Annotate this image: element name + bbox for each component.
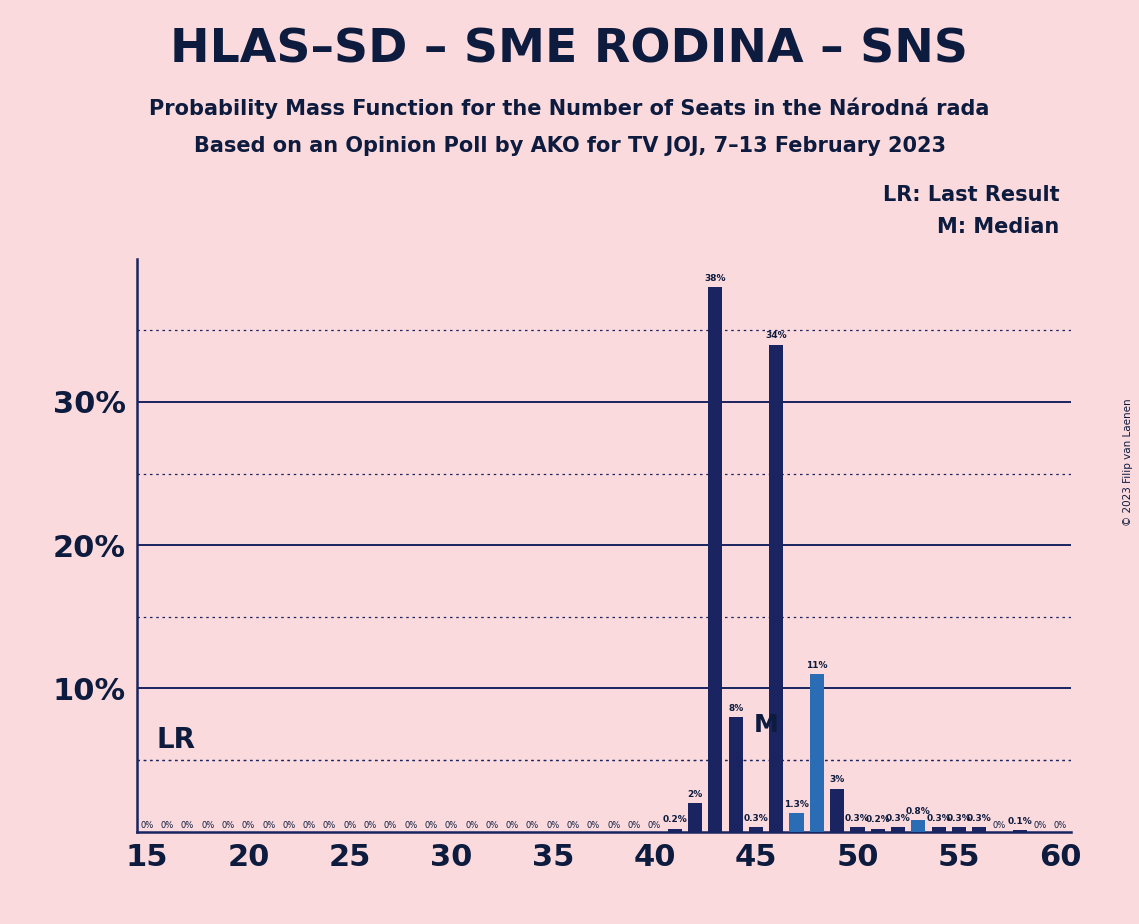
- Bar: [932, 827, 945, 832]
- Text: 0%: 0%: [343, 821, 357, 830]
- Bar: [1013, 830, 1027, 832]
- Text: 3%: 3%: [829, 775, 845, 784]
- Bar: [769, 345, 784, 832]
- Text: 0%: 0%: [140, 821, 154, 830]
- Text: LR: LR: [157, 726, 196, 754]
- Text: 0.2%: 0.2%: [866, 816, 891, 824]
- Text: 0%: 0%: [161, 821, 174, 830]
- Text: 0%: 0%: [465, 821, 478, 830]
- Bar: [667, 829, 682, 832]
- Bar: [729, 717, 743, 832]
- Text: 0.3%: 0.3%: [886, 814, 910, 823]
- Text: 38%: 38%: [705, 274, 726, 283]
- Bar: [911, 821, 926, 832]
- Text: 2%: 2%: [688, 790, 703, 798]
- Text: 0%: 0%: [526, 821, 539, 830]
- Text: 0.3%: 0.3%: [744, 814, 769, 823]
- Text: 0%: 0%: [607, 821, 621, 830]
- Text: LR: Last Result: LR: Last Result: [883, 185, 1059, 205]
- Text: Probability Mass Function for the Number of Seats in the Národná rada: Probability Mass Function for the Number…: [149, 97, 990, 118]
- Text: 11%: 11%: [806, 661, 828, 670]
- Bar: [789, 813, 804, 832]
- Text: 0%: 0%: [506, 821, 519, 830]
- Text: 0%: 0%: [587, 821, 600, 830]
- Text: 0%: 0%: [181, 821, 194, 830]
- Bar: [891, 827, 906, 832]
- Bar: [851, 827, 865, 832]
- Text: 0%: 0%: [262, 821, 276, 830]
- Text: 0%: 0%: [221, 821, 235, 830]
- Text: 0%: 0%: [993, 821, 1006, 830]
- Text: 0%: 0%: [628, 821, 641, 830]
- Text: 0%: 0%: [404, 821, 417, 830]
- Text: 0.3%: 0.3%: [947, 814, 972, 823]
- Text: 0%: 0%: [1054, 821, 1067, 830]
- Text: M: Median: M: Median: [937, 217, 1059, 237]
- Text: 0.3%: 0.3%: [926, 814, 951, 823]
- Bar: [810, 675, 823, 832]
- Text: 0.3%: 0.3%: [845, 814, 870, 823]
- Text: 1.3%: 1.3%: [784, 799, 809, 808]
- Text: HLAS–SD – SME RODINA – SNS: HLAS–SD – SME RODINA – SNS: [171, 28, 968, 73]
- Text: 0%: 0%: [323, 821, 336, 830]
- Text: 0%: 0%: [363, 821, 377, 830]
- Text: Based on an Opinion Poll by AKO for TV JOJ, 7–13 February 2023: Based on an Opinion Poll by AKO for TV J…: [194, 136, 945, 156]
- Text: 0%: 0%: [485, 821, 499, 830]
- Text: 0%: 0%: [444, 821, 458, 830]
- Text: 8%: 8%: [728, 704, 744, 712]
- Text: 0%: 0%: [384, 821, 398, 830]
- Text: 0%: 0%: [648, 821, 661, 830]
- Text: 0%: 0%: [1033, 821, 1047, 830]
- Text: 0.2%: 0.2%: [663, 816, 687, 824]
- Text: 0%: 0%: [282, 821, 296, 830]
- Text: 0.1%: 0.1%: [1008, 817, 1032, 826]
- Text: 0%: 0%: [202, 821, 214, 830]
- Text: 0%: 0%: [547, 821, 559, 830]
- Bar: [748, 827, 763, 832]
- Text: 0.8%: 0.8%: [906, 807, 931, 816]
- Text: 34%: 34%: [765, 332, 787, 340]
- Bar: [952, 827, 966, 832]
- Text: © 2023 Filip van Laenen: © 2023 Filip van Laenen: [1123, 398, 1133, 526]
- Text: 0%: 0%: [566, 821, 580, 830]
- Bar: [688, 803, 702, 832]
- Bar: [708, 287, 722, 832]
- Bar: [870, 829, 885, 832]
- Text: 0%: 0%: [425, 821, 437, 830]
- Bar: [830, 788, 844, 832]
- Text: 0%: 0%: [241, 821, 255, 830]
- Bar: [973, 827, 986, 832]
- Text: 0.3%: 0.3%: [967, 814, 992, 823]
- Text: M: M: [754, 713, 778, 737]
- Text: 0%: 0%: [303, 821, 316, 830]
